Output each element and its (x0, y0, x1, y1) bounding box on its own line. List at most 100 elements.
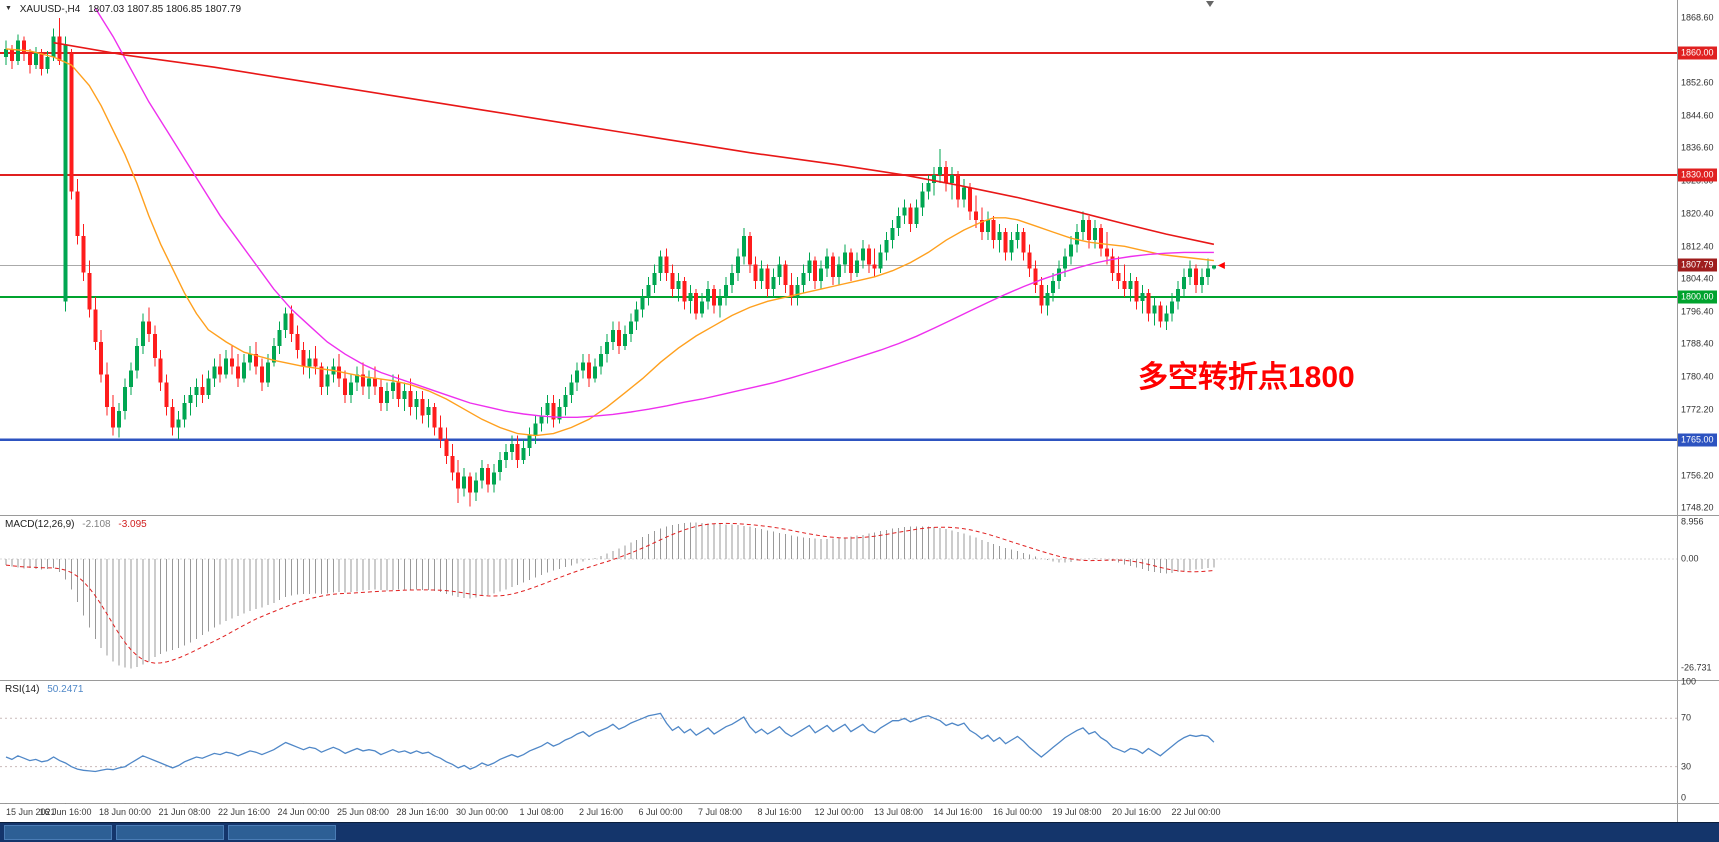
time-tick-label: 7 Jul 08:00 (697, 807, 743, 817)
candle-body (854, 260, 859, 273)
chart-title: ▼ XAUUSD-,H4 1807.03 1807.85 1806.85 180… (5, 4, 246, 15)
candle-body (646, 285, 651, 298)
candle-body (253, 354, 258, 367)
time-tick-label: 14 Jul 16:00 (933, 807, 983, 817)
candle-body (932, 175, 937, 184)
time-tick-label: 21 Jun 08:00 (158, 807, 211, 817)
candle-body (1205, 268, 1210, 277)
candle-body (723, 285, 728, 298)
time-tick-label: 24 Jun 00:00 (277, 807, 330, 817)
candle-body (908, 207, 913, 224)
candle-body (182, 403, 187, 420)
candle-body (33, 52, 38, 66)
taskbar-tab-3[interactable] (228, 825, 336, 840)
candle-body (997, 232, 1002, 241)
time-tick-label: 30 Jun 00:00 (455, 807, 509, 817)
candle-body (295, 333, 300, 351)
candle-body (271, 346, 276, 363)
candle-body (1194, 268, 1198, 285)
candle-body (230, 358, 235, 367)
macd-tick-label: -26.731 (1681, 662, 1712, 673)
taskbar-tab-1[interactable] (4, 825, 112, 840)
candle-body (1069, 244, 1074, 257)
macd-tick-label: 0.00 (1681, 553, 1699, 564)
candle-body (634, 309, 639, 322)
level-price-label: 1860.00 (1678, 46, 1717, 60)
candle-body (1098, 228, 1103, 249)
time-tick-label: 16 Jun 16:00 (39, 807, 92, 817)
candle-body (4, 48, 8, 57)
candle-body (480, 468, 484, 481)
candle-body (438, 427, 443, 440)
rsi-value: 50.2471 (47, 684, 84, 695)
candle-body (985, 219, 990, 232)
candle-body (194, 386, 199, 395)
time-tick-label: 20 Jul 16:00 (1111, 807, 1162, 817)
candle-body (218, 366, 223, 375)
time-tick-label: 15 Jun 2021 (6, 807, 56, 817)
level-price-label: 1830.00 (1678, 168, 1717, 182)
candle-body (825, 256, 830, 269)
candle-body (1021, 232, 1026, 253)
candle-body (599, 354, 603, 367)
candle-body (593, 366, 598, 379)
candle-body (581, 362, 586, 371)
candle-body (926, 183, 931, 192)
candle-body (795, 285, 800, 298)
candle-body (414, 399, 419, 408)
candle-body (747, 236, 752, 265)
macd-histogram (5, 522, 1215, 669)
time-tick-label: 12 Jul 00:00 (814, 807, 864, 817)
ma-slow-red (53, 41, 1215, 246)
time-tick-label: 6 Jul 00:00 (638, 807, 683, 817)
candle-body (676, 280, 681, 289)
candle-body (819, 268, 824, 281)
price-tick-label: 1868.60 (1681, 12, 1714, 23)
candle-body (1182, 276, 1187, 289)
candle-body (81, 236, 86, 273)
candle-body (575, 370, 580, 383)
rsi-line (5, 712, 1215, 773)
candle-body (604, 342, 609, 355)
candle-body (509, 443, 514, 452)
candle-body (1045, 293, 1050, 306)
candle-body (396, 382, 401, 399)
candle-body (236, 366, 241, 379)
macd-title: MACD(12,26,9) -2.108 -3.095 (5, 519, 152, 530)
macd-tick-label: 8.956 (1681, 516, 1704, 527)
candle-body (1122, 280, 1127, 289)
rsi-tick-label: 70 (1681, 712, 1692, 723)
candle-body (206, 378, 211, 395)
candle-body (384, 390, 389, 403)
candle-body (39, 52, 44, 70)
candle-body (1033, 268, 1038, 285)
symbol-dropdown-icon[interactable]: ▼ (5, 5, 12, 12)
candle-body (1164, 313, 1169, 322)
chart-shift-marker-icon[interactable] (1206, 1, 1214, 7)
candle-body (533, 423, 538, 436)
candle-body (914, 207, 919, 224)
candle-body (735, 256, 740, 273)
candle-body (771, 276, 776, 289)
candle-body (1104, 248, 1109, 257)
candle-body (1152, 305, 1157, 314)
taskbar-tab-2[interactable] (116, 825, 224, 840)
time-tick-label: 19 Jul 08:00 (1052, 807, 1102, 817)
candle-body (878, 252, 883, 269)
candle-body (688, 293, 693, 302)
candle-body (616, 329, 621, 347)
candle-body (1080, 219, 1085, 232)
time-tick-label: 18 Jun 00:00 (98, 807, 152, 817)
candle-body (729, 272, 734, 285)
candle-body (961, 187, 966, 200)
candle-body (301, 350, 306, 367)
candle-body (265, 362, 270, 383)
candle-body (753, 264, 758, 281)
candle-body (1057, 268, 1062, 281)
time-axis[interactable]: 15 Jun 2021 16 Jun 16:00 18 Jun 00:00 21 Ju… (0, 804, 1677, 822)
price-axis[interactable]: 1868.601852.601844.601836.601828.601820.… (1678, 0, 1719, 822)
price-tick-label: 1788.40 (1681, 338, 1714, 349)
candle-body (9, 48, 14, 62)
